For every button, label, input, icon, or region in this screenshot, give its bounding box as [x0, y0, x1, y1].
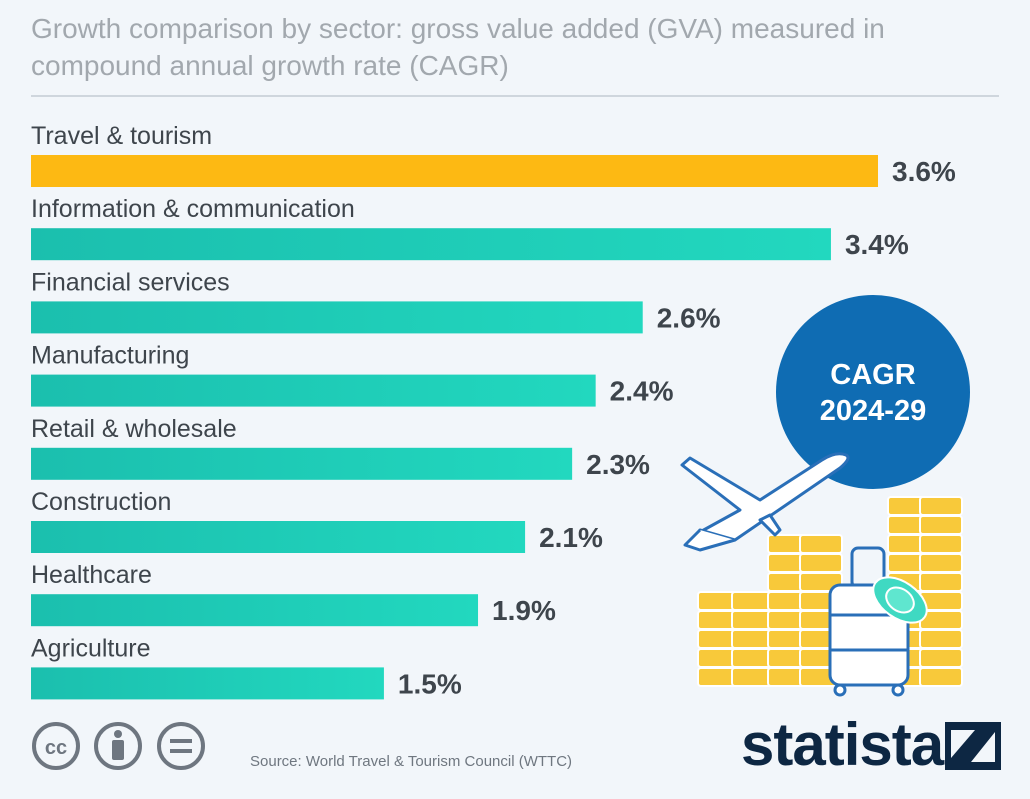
no-derivatives-icon — [157, 722, 205, 770]
statista-logo-icon — [945, 722, 1001, 770]
coin — [919, 515, 963, 535]
category-label: Agriculture — [31, 634, 151, 662]
hat-icon — [872, 576, 928, 624]
cagr-badge: CAGR 2024-29 — [776, 295, 970, 489]
category-label: Retail & wholesale — [31, 415, 237, 443]
coin — [919, 496, 963, 516]
value-label: 1.9% — [492, 595, 556, 626]
category-label: Manufacturing — [31, 342, 189, 370]
title-divider — [31, 95, 999, 97]
bar — [31, 374, 596, 407]
value-label: 2.3% — [586, 449, 650, 480]
license-icons: cc — [32, 722, 205, 770]
bar — [31, 594, 479, 627]
bar-chart: Travel & tourism 3.6% Information & commun… — [31, 122, 956, 700]
value-label: 2.4% — [610, 376, 674, 407]
source-note: Source: World Travel & Tourism Council (… — [250, 753, 573, 770]
attribution-icon — [94, 722, 142, 770]
chart-title: Growth comparison by sector: gross value… — [31, 13, 885, 81]
cc-icon: cc — [32, 722, 80, 770]
travel-illustration: CAGR 2024-29 — [680, 295, 970, 697]
bar — [31, 521, 526, 553]
bar — [31, 155, 878, 187]
coin — [919, 629, 963, 649]
value-label: 3.4% — [845, 229, 909, 260]
coin — [919, 667, 963, 687]
value-label: 3.6% — [892, 156, 956, 187]
category-label: Information & communication — [31, 195, 355, 223]
coin — [919, 572, 963, 592]
brand-logo-text[interactable]: statista — [741, 711, 944, 778]
badge-line1: CAGR — [830, 359, 915, 391]
category-label: Travel & tourism — [31, 122, 212, 150]
badge-circle — [776, 295, 970, 489]
badge-line2: 2024-29 — [820, 395, 926, 427]
category-label: Healthcare — [31, 561, 152, 589]
bar — [31, 301, 643, 334]
coin — [919, 553, 963, 573]
coin — [919, 648, 963, 668]
value-label: 2.6% — [657, 302, 721, 333]
value-label: 1.5% — [398, 668, 462, 699]
bar — [31, 228, 831, 261]
airplane-icon — [680, 452, 850, 552]
category-label: Financial services — [31, 268, 230, 296]
category-label: Construction — [31, 488, 171, 516]
value-label: 2.1% — [539, 522, 603, 553]
coin — [799, 534, 843, 554]
bar — [31, 447, 573, 480]
coin — [799, 553, 843, 573]
coin — [919, 534, 963, 554]
bar — [31, 667, 384, 700]
svg-text:cc: cc — [45, 737, 67, 759]
